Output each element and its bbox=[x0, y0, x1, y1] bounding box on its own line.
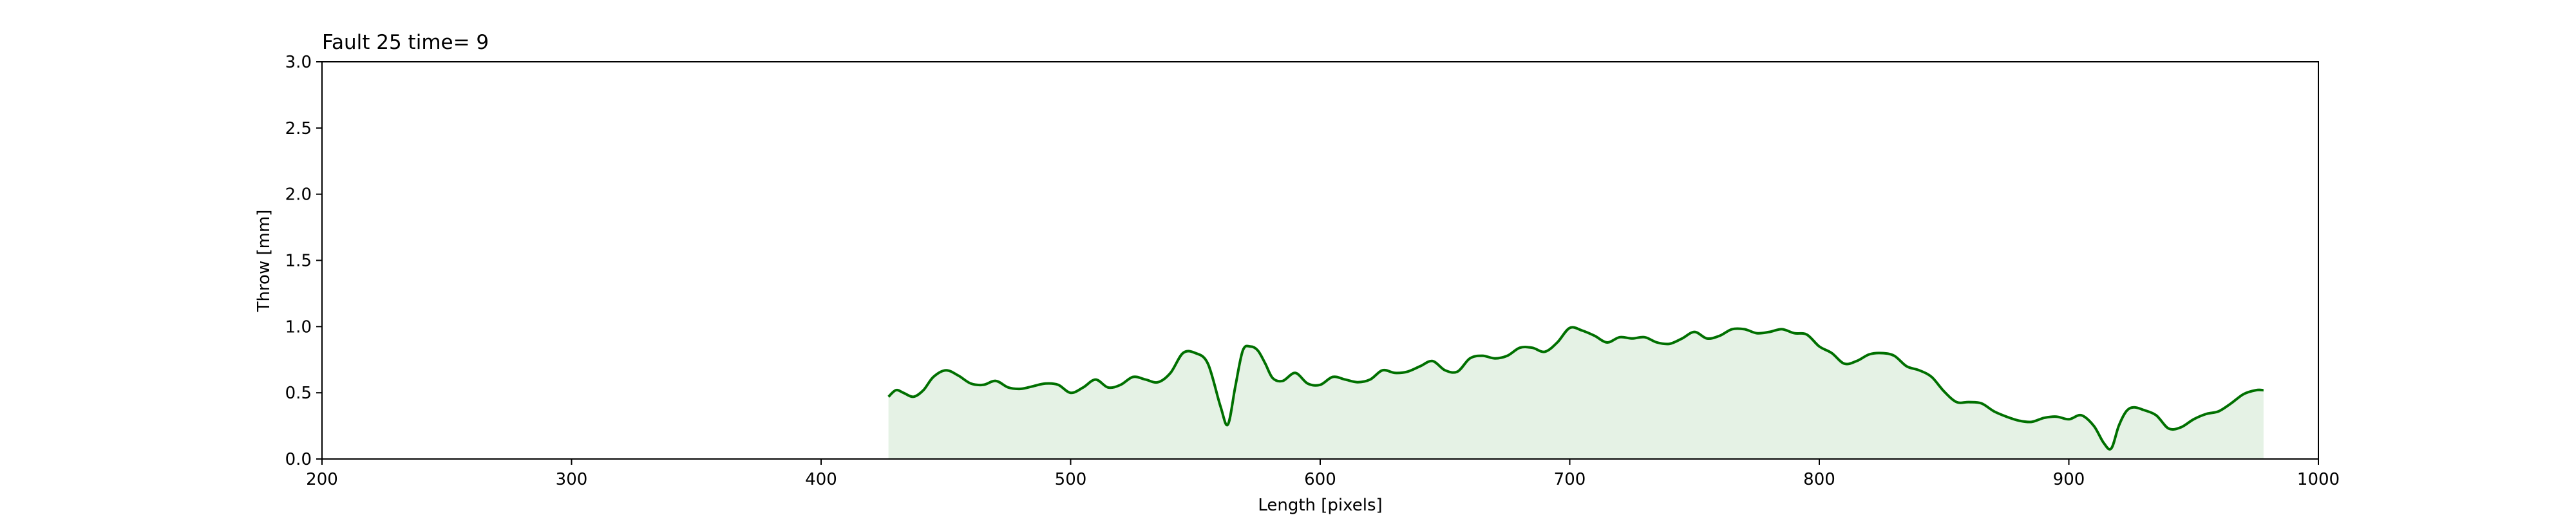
x-tick-label: 800 bbox=[1803, 470, 1835, 489]
y-tick-label: 1.0 bbox=[285, 317, 312, 337]
x-axis-label: Length [pixels] bbox=[1258, 496, 1382, 515]
x-tick-label: 400 bbox=[805, 470, 837, 489]
y-axis: 0.0 0.5 1.0 1.5 2.0 2.5 3.0 bbox=[285, 53, 322, 469]
x-tick-label: 700 bbox=[1554, 470, 1586, 489]
y-tick-label: 2.0 bbox=[285, 185, 312, 205]
y-tick-label: 0.0 bbox=[285, 450, 312, 469]
y-tick-label: 3.0 bbox=[285, 53, 312, 72]
throw-area-fill bbox=[888, 327, 2264, 459]
x-axis: 200 300 400 500 600 700 800 900 1000 bbox=[306, 459, 2340, 489]
x-tick-label: 500 bbox=[1055, 470, 1087, 489]
plot-area bbox=[887, 326, 2264, 459]
x-tick-label: 900 bbox=[2053, 470, 2085, 489]
x-tick-label: 600 bbox=[1304, 470, 1336, 489]
x-tick-label: 300 bbox=[556, 470, 588, 489]
chart-title: Fault 25 time= 9 bbox=[322, 31, 489, 54]
y-tick-label: 1.5 bbox=[285, 252, 312, 271]
x-tick-label: 1000 bbox=[2297, 470, 2340, 489]
y-tick-label: 2.5 bbox=[285, 119, 312, 138]
x-tick-label: 200 bbox=[306, 470, 338, 489]
y-tick-label: 0.5 bbox=[285, 384, 312, 403]
throw-series-line bbox=[887, 326, 2264, 451]
axes-frame bbox=[321, 61, 2319, 460]
y-axis-label: Throw [mm] bbox=[254, 210, 274, 313]
